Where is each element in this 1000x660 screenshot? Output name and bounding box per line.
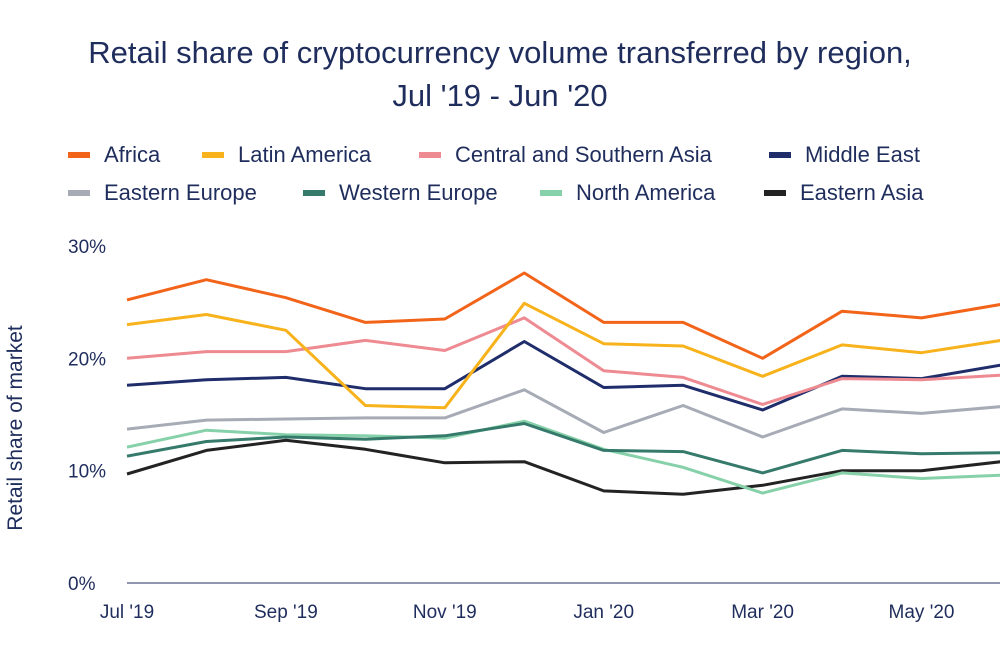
legend-item-middle-east: Middle East <box>769 141 920 169</box>
legend-swatch <box>769 152 791 158</box>
legend-label: Latin America <box>238 142 372 167</box>
series-line-eastern-asia <box>126 438 1000 496</box>
x-tick-label: Jul '19 <box>100 602 154 623</box>
legend-item-eastern-europe: Eastern Europe <box>68 179 257 207</box>
legend-swatch <box>540 190 562 196</box>
legend-label: Eastern Europe <box>104 180 257 205</box>
legend-label: Eastern Asia <box>800 180 924 205</box>
legend-swatch <box>303 190 325 196</box>
legend-swatch <box>764 190 786 196</box>
series-line-latin-america <box>126 301 1000 410</box>
legend-swatch <box>68 190 90 196</box>
x-tick-label: Mar '20 <box>731 602 794 623</box>
legend-item-latin-america: Latin America <box>202 141 371 169</box>
legend-label: North America <box>576 180 716 205</box>
legend-label: Western Europe <box>339 180 498 205</box>
y-tick-label: 20% <box>68 349 106 370</box>
series-lines <box>126 271 1000 496</box>
legend-item-north-america: North America <box>540 179 715 207</box>
legend-swatch <box>68 152 90 158</box>
chart-title-line-1: Retail share of cryptocurrency volume tr… <box>88 35 912 70</box>
legend-item-western-europe: Western Europe <box>303 179 498 207</box>
y-axis-ticks: 0% 10% 20% 30% <box>68 237 106 595</box>
x-axis-ticks: Jul '19 Sep '19 Nov '19 Jan '20 Mar '20 May '… <box>100 602 955 623</box>
legend-label: Central and Southern Asia <box>455 142 712 167</box>
legend-swatch <box>202 152 224 158</box>
series-line-central-and-southern-asia <box>126 316 1000 406</box>
series-line-africa <box>126 271 1000 360</box>
series-line-western-europe <box>126 422 1000 475</box>
x-tick-label: Nov '19 <box>413 602 477 623</box>
x-tick-label: May '20 <box>889 602 955 623</box>
y-tick-label: 0% <box>68 574 96 595</box>
chart-title-line-2: Jul '19 - Jun '20 <box>392 78 608 113</box>
series-line-north-america <box>126 419 1000 495</box>
y-tick-label: 30% <box>68 237 106 258</box>
series-line-eastern-europe <box>126 388 1000 439</box>
x-tick-label: Jan '20 <box>573 602 634 623</box>
y-axis-title: Retail share of market <box>4 325 27 531</box>
legend-item-central-and-southern-asia: Central and Southern Asia <box>419 141 712 169</box>
legend-swatch <box>419 152 441 158</box>
legend-item-africa: Africa <box>68 141 160 169</box>
legend-item-eastern-asia: Eastern Asia <box>764 179 924 207</box>
legend-label: Middle East <box>805 142 920 167</box>
series-line-middle-east <box>126 340 1000 412</box>
legend-label: Africa <box>104 142 161 167</box>
x-tick-label: Sep '19 <box>254 602 318 623</box>
y-tick-label: 10% <box>68 462 106 483</box>
